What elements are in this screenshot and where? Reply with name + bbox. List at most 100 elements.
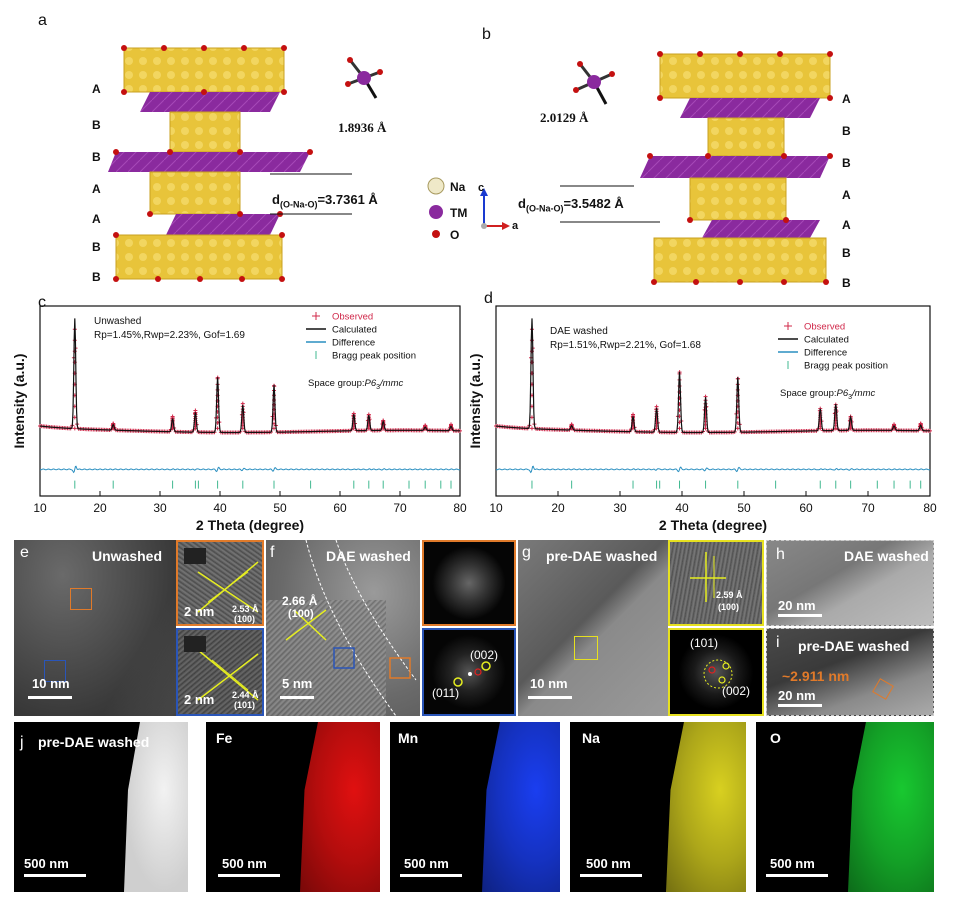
observed-point	[215, 387, 220, 392]
observed-point	[677, 383, 682, 388]
xrd-chart-d: 10 20 30 40 50 60 70 80 2 Theta (degree) Intensit…	[467, 305, 937, 533]
xrd-chart-c: 10 20 30 40 50 60 70 80 2 Theta (degree) Intensit…	[11, 305, 467, 533]
x-tick-label: 50	[273, 501, 287, 515]
panel-label-c: c	[38, 294, 46, 311]
scalebar-j4	[766, 874, 828, 877]
x-tick-label: 70	[393, 501, 407, 515]
bond-length-b: 2.0129 Å	[540, 110, 589, 125]
stack-a-0: A	[92, 82, 101, 96]
d-spacing-e2: 2.44 Å	[232, 690, 259, 700]
scalebar-g	[528, 696, 572, 699]
stack-a-5: B	[92, 240, 101, 254]
scalebar-f	[280, 696, 314, 699]
legend-label: Difference	[804, 348, 847, 359]
sample-label: Unwashed	[94, 316, 141, 327]
observed-point	[193, 408, 198, 413]
legend-o: O	[450, 228, 460, 242]
observed-point	[735, 426, 740, 431]
x-tick-label: 40	[213, 501, 227, 515]
legend-label: Observed	[332, 312, 373, 323]
observed-point	[631, 412, 636, 417]
eds-map-fe	[206, 722, 380, 892]
roi-box-orange	[70, 588, 92, 610]
eds-title: pre-DAE washed	[38, 734, 150, 750]
stack-b-6: B	[842, 276, 851, 290]
hkl-e2: (101)	[234, 700, 256, 710]
legend-symbol	[784, 322, 792, 330]
x-tick-label: 50	[737, 501, 751, 515]
stack-b-5: B	[842, 246, 851, 260]
stack-b-3: A	[842, 188, 851, 202]
scalebar-e	[28, 696, 72, 699]
observed-point	[72, 349, 77, 354]
observed-point	[703, 426, 708, 431]
calculated-line	[39, 318, 460, 434]
x-axis-label: 2 Theta (degree)	[659, 517, 767, 533]
stack-a-6: B	[92, 270, 101, 284]
scale-text-e2: 2 nm	[184, 692, 215, 707]
tm-o6-cluster-a	[345, 57, 383, 99]
observed-point	[272, 393, 276, 398]
scale-text-f: 5 nm	[282, 676, 313, 691]
fit-stats: Rp=1.45%,Rwp=2.23%, Gof=1.69	[94, 330, 245, 341]
fft-label-f-a: (002)	[470, 648, 499, 662]
fft-inset-g	[668, 628, 764, 716]
tem-title-i: pre-DAE washed	[798, 638, 910, 654]
sample-label: DAE washed	[550, 326, 608, 337]
tm-o6-cluster-b	[573, 61, 615, 105]
legend-label: Bragg peak position	[332, 351, 416, 362]
tem-image-i	[766, 628, 934, 716]
panel-label-j: j	[20, 734, 24, 751]
x-tick-label: 10	[489, 501, 503, 515]
scalebar-j3	[580, 874, 642, 877]
x-tick-label: 20	[93, 501, 107, 515]
difference-line	[39, 465, 461, 474]
hrtem-inset-e1	[176, 540, 264, 626]
scalebar-j0	[24, 874, 86, 877]
eds-map-haadf	[14, 722, 188, 892]
x-tick-label: 40	[675, 501, 689, 515]
panel-label-b: b	[482, 26, 491, 43]
panel-label-g: g	[522, 544, 531, 561]
stack-a-1: B	[92, 118, 101, 132]
scale-text-h: 20 nm	[778, 598, 816, 613]
difference-line	[495, 465, 931, 474]
stack-b-1: B	[842, 124, 851, 138]
fft-inset-f1	[422, 540, 516, 626]
x-tick-label: 30	[153, 501, 167, 515]
hkl-f: (100)	[288, 608, 314, 620]
tem-image-g	[518, 540, 668, 716]
panel-label-e: e	[20, 544, 29, 561]
thickness-i: ~2.911 nm	[782, 668, 850, 684]
plot-frame	[495, 305, 931, 497]
legend-label: Observed	[804, 322, 845, 333]
stack-a-3: A	[92, 182, 101, 196]
x-axis-label: 2 Theta (degree)	[196, 517, 304, 533]
legend-label: Calculated	[804, 335, 849, 346]
legend-tm: TM	[450, 206, 468, 220]
eds-map-o	[756, 722, 934, 892]
observed-point	[72, 415, 77, 420]
tem-title-g: pre-DAE washed	[546, 548, 658, 564]
eds-element-mn: Mn	[398, 730, 419, 746]
legend-label: Calculated	[332, 325, 377, 336]
panel-label-f: f	[270, 544, 275, 561]
observed-point	[272, 426, 276, 431]
atom-legend-symbols	[427, 177, 445, 238]
eds-map-mn	[390, 722, 560, 892]
scale-text-e: 10 nm	[32, 676, 70, 691]
observed-point	[529, 338, 534, 343]
x-tick-label: 60	[333, 501, 347, 515]
fft-label-g-b: (002)	[722, 684, 751, 698]
observed-point	[170, 414, 175, 419]
observed-point	[735, 387, 740, 392]
y-axis-label: Intensity (a.u.)	[467, 354, 483, 449]
axis-indicator	[480, 188, 510, 230]
stack-a-2: B	[92, 150, 101, 164]
observed-point	[72, 426, 77, 431]
d-spacing-f: 2.66 Å	[282, 594, 318, 608]
d-spacing-e1: 2.53 Å	[232, 604, 259, 614]
hrtem-inset-g	[668, 540, 764, 626]
axis-c-label: c	[478, 182, 485, 194]
legend-label: Difference	[332, 338, 375, 349]
